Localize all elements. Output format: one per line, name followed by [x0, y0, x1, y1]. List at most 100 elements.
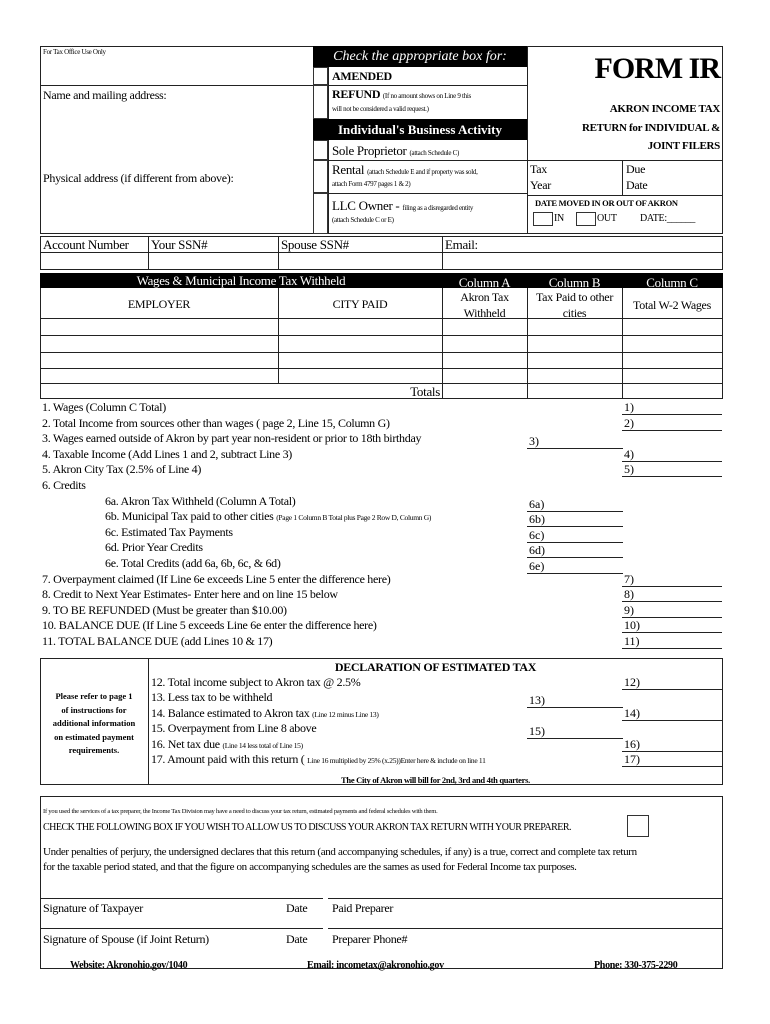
office-use-label: For Tax Office Use Only: [43, 48, 106, 56]
footer-website[interactable]: Website: Akronohio.gov/1040: [70, 960, 188, 971]
line-text: 1. Wages (Column C Total): [42, 400, 166, 415]
sole-proprietor-checkbox[interactable]: [313, 140, 328, 160]
line-text: 11. TOTAL BALANCE DUE (add Lines 10 & 17…: [42, 634, 273, 649]
line-input-5[interactable]: 5): [622, 462, 722, 478]
line-label: 10. BALANCE DUE (If Line 5 exceeds Line …: [42, 618, 377, 633]
refund-label: REFUND: [332, 87, 381, 101]
signature-line: [40, 898, 323, 899]
line-label: 6c. Estimated Tax Payments: [105, 524, 233, 539]
line-input-2[interactable]: 2): [622, 416, 722, 431]
line-input-9[interactable]: 9): [622, 603, 722, 618]
line-input-10[interactable]: 10): [622, 618, 722, 634]
line-note: Line 16 multiplied by 25% (x.25))Enter h…: [307, 756, 486, 765]
spouse-signature-label[interactable]: Signature of Spouse (if Joint Return): [43, 932, 209, 946]
spouse-ssn-input[interactable]: [279, 253, 442, 269]
divider: [313, 160, 527, 161]
divider: [527, 195, 723, 196]
line-label: 4. Taxable Income (Add Lines 1 and 2, su…: [42, 446, 292, 461]
line-input-1[interactable]: 1): [622, 400, 722, 415]
line-input-14[interactable]: 14): [622, 706, 722, 721]
divider: [40, 335, 723, 336]
side-note-line: additional information: [52, 718, 136, 728]
line-text: 12. Total income subject to Akron tax @ …: [151, 675, 361, 690]
refund-note: (If no amount shows on Line 9 this: [382, 92, 471, 100]
footer-phone[interactable]: Phone: 330-375-2290: [594, 960, 678, 971]
line-input-4[interactable]: 4): [622, 447, 722, 462]
billing-note: The City of Akron will bill for 2nd, 3rd…: [341, 775, 530, 785]
line-text: 17. Amount paid with this return ( Line …: [151, 752, 486, 767]
taxpayer-date-label[interactable]: Date: [286, 901, 308, 915]
line-text: 2. Total Income from sources other than …: [42, 416, 390, 431]
amended-checkbox[interactable]: [313, 67, 328, 85]
divider: [527, 160, 723, 161]
line-text: 6b. Municipal Tax paid to other cities (…: [105, 509, 431, 524]
line-note: (Line 12 minus Line 13): [312, 710, 379, 719]
employer-header: EMPLOYER: [127, 297, 191, 311]
line-text: 16. Net tax due (Line 14 less total of L…: [151, 737, 303, 752]
wages-header-bar: [40, 273, 723, 288]
moved-date-field[interactable]: DATE:______: [640, 213, 696, 224]
line-label: 11. TOTAL BALANCE DUE (add Lines 10 & 17…: [42, 634, 273, 648]
declaration-box: [40, 658, 723, 785]
year-label: Year: [530, 178, 551, 192]
form-title: FORM IR: [594, 52, 721, 85]
refund-checkbox[interactable]: [313, 85, 328, 119]
line-text: 5. Akron City Tax (2.5% of Line 4): [42, 462, 201, 477]
sole-label: Sole Proprietor: [332, 143, 407, 158]
line-input-6d[interactable]: 6d): [527, 543, 623, 559]
in-label: IN: [554, 213, 564, 224]
line-input-12[interactable]: 12): [622, 675, 722, 690]
subtitle-2: RETURN for INDIVIDUAL &: [581, 122, 720, 134]
line-input-8[interactable]: 8): [622, 587, 722, 603]
footer-email[interactable]: Email: incometax@akronohio.gov: [307, 960, 444, 971]
divider: [527, 288, 528, 399]
moved-in-checkbox[interactable]: [533, 212, 553, 226]
line-input-13[interactable]: 13): [527, 693, 623, 708]
email-input[interactable]: [443, 253, 722, 269]
preparer-phone-label[interactable]: Preparer Phone#: [332, 932, 408, 946]
line-input-3[interactable]: 3): [527, 434, 623, 450]
divider: [278, 236, 279, 270]
line-input-6a[interactable]: 6a): [527, 497, 623, 512]
column-b-header: Column B: [548, 275, 601, 290]
line-text: 15. Overpayment from Line 8 above: [151, 721, 317, 736]
email-label: Email:: [445, 237, 478, 252]
line-input-11[interactable]: 11): [622, 634, 722, 649]
due-label: Due: [626, 162, 646, 176]
line-text: 8. Credit to Next Year Estimates- Enter …: [42, 587, 338, 602]
physical-address-label[interactable]: Physical address (if different from abov…: [43, 171, 234, 185]
divider: [148, 236, 149, 270]
subtitle-3: JOINT FILERS: [647, 140, 721, 152]
line-input-17[interactable]: 17): [622, 752, 722, 767]
moved-out-checkbox[interactable]: [576, 212, 596, 226]
line-input-6c[interactable]: 6c): [527, 528, 623, 543]
taxpayer-signature-label[interactable]: Signature of Taxpayer: [43, 901, 143, 915]
line-note: (Line 14 less total of Line 15): [222, 741, 304, 750]
line-input-15[interactable]: 15): [527, 724, 623, 739]
divider: [313, 193, 527, 194]
line-input-6b[interactable]: 6b): [527, 512, 623, 528]
spouse-date-label[interactable]: Date: [286, 932, 308, 946]
wages-title: Wages & Municipal Income Tax Withheld: [136, 273, 346, 288]
signature-line: [40, 928, 323, 929]
line-label: 6a. Akron Tax Withheld (Column A Total): [105, 493, 296, 508]
preparer-discuss-checkbox[interactable]: [627, 815, 649, 837]
column-b-sub-2: cities: [562, 306, 587, 320]
name-address-label[interactable]: Name and mailing address:: [43, 88, 167, 102]
line-input-7[interactable]: 7): [622, 572, 722, 587]
rental-checkbox[interactable]: [313, 160, 328, 193]
line-label: 8. Credit to Next Year Estimates- Enter …: [42, 587, 338, 602]
llc-checkbox[interactable]: [313, 193, 328, 234]
divider: [622, 288, 623, 399]
city-paid-header: CITY PAID: [332, 297, 388, 311]
line-input-16[interactable]: 16): [622, 737, 722, 752]
line-label: 15. Overpayment from Line 8 above: [151, 721, 317, 735]
line-input-6e[interactable]: 6e): [527, 559, 623, 574]
account-number-input[interactable]: [41, 253, 148, 269]
divider: [40, 318, 723, 319]
paid-preparer-label[interactable]: Paid Preparer: [332, 901, 394, 915]
ssn-input[interactable]: [149, 253, 278, 269]
divider: [40, 383, 723, 384]
line-text: 3. Wages earned outside of Akron by part…: [42, 431, 421, 446]
line-label: 2. Total Income from sources other than …: [42, 415, 390, 430]
